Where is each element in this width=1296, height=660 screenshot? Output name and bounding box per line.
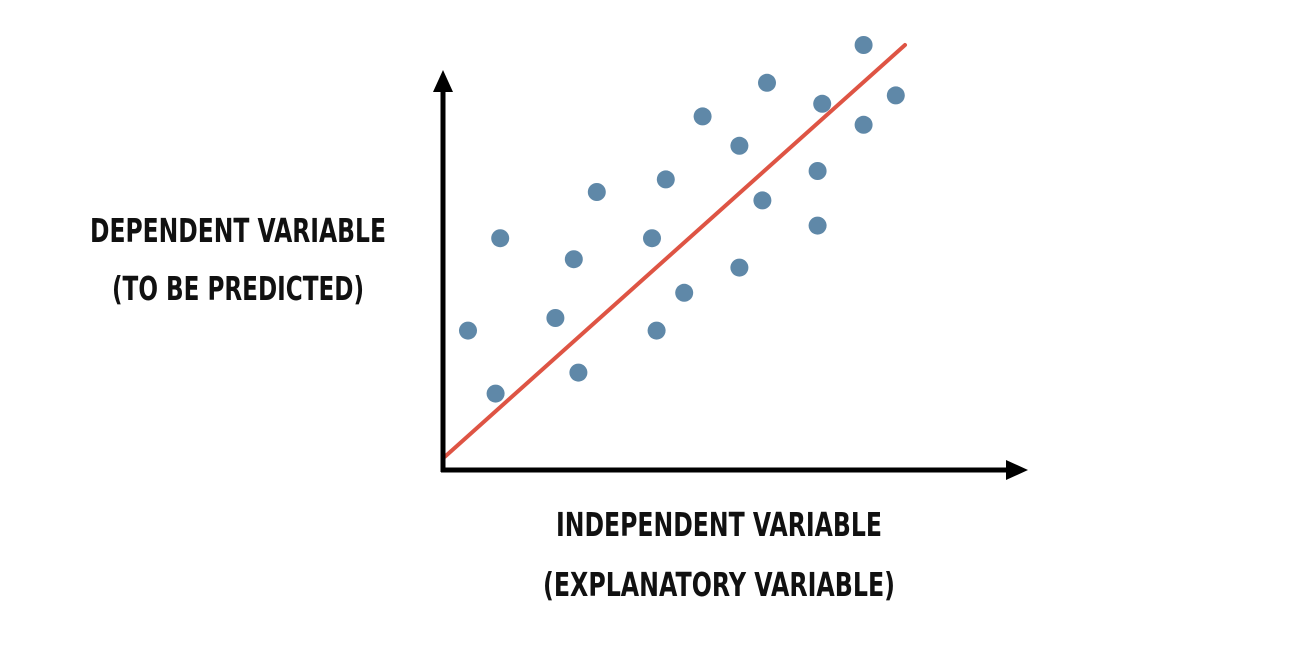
data-point xyxy=(675,283,694,302)
x-axis-label-line-2: (EXPLANATORY VARIABLE) xyxy=(543,565,895,604)
data-point xyxy=(546,309,565,327)
data-point xyxy=(564,250,583,269)
x-axis-arrowhead xyxy=(1006,460,1028,480)
plot-area xyxy=(443,36,907,459)
data-point xyxy=(643,229,661,248)
data-point xyxy=(813,94,832,113)
data-point xyxy=(491,229,510,248)
data-point xyxy=(459,321,477,340)
data-point xyxy=(758,73,776,92)
data-point xyxy=(808,162,827,180)
data-point xyxy=(569,363,588,382)
data-point xyxy=(656,170,675,189)
y-axis-arrowhead xyxy=(433,70,453,92)
data-point xyxy=(730,258,749,277)
data-point xyxy=(808,216,827,235)
y-axis-label-line-2: (TO BE PREDICTED) xyxy=(112,269,364,308)
data-point xyxy=(886,86,905,105)
axes xyxy=(433,70,1028,480)
x-axis-label-line-1: INDEPENDENT VARIABLE xyxy=(556,505,882,544)
data-point xyxy=(486,384,505,403)
regression-line xyxy=(443,43,907,459)
data-point xyxy=(587,183,606,201)
data-point xyxy=(854,115,873,134)
data-point xyxy=(854,36,873,54)
data-point xyxy=(647,321,666,340)
y-axis-label-line-1: DEPENDENT VARIABLE xyxy=(90,211,386,250)
data-point xyxy=(753,191,772,210)
data-point xyxy=(693,107,712,126)
data-point xyxy=(730,136,749,155)
